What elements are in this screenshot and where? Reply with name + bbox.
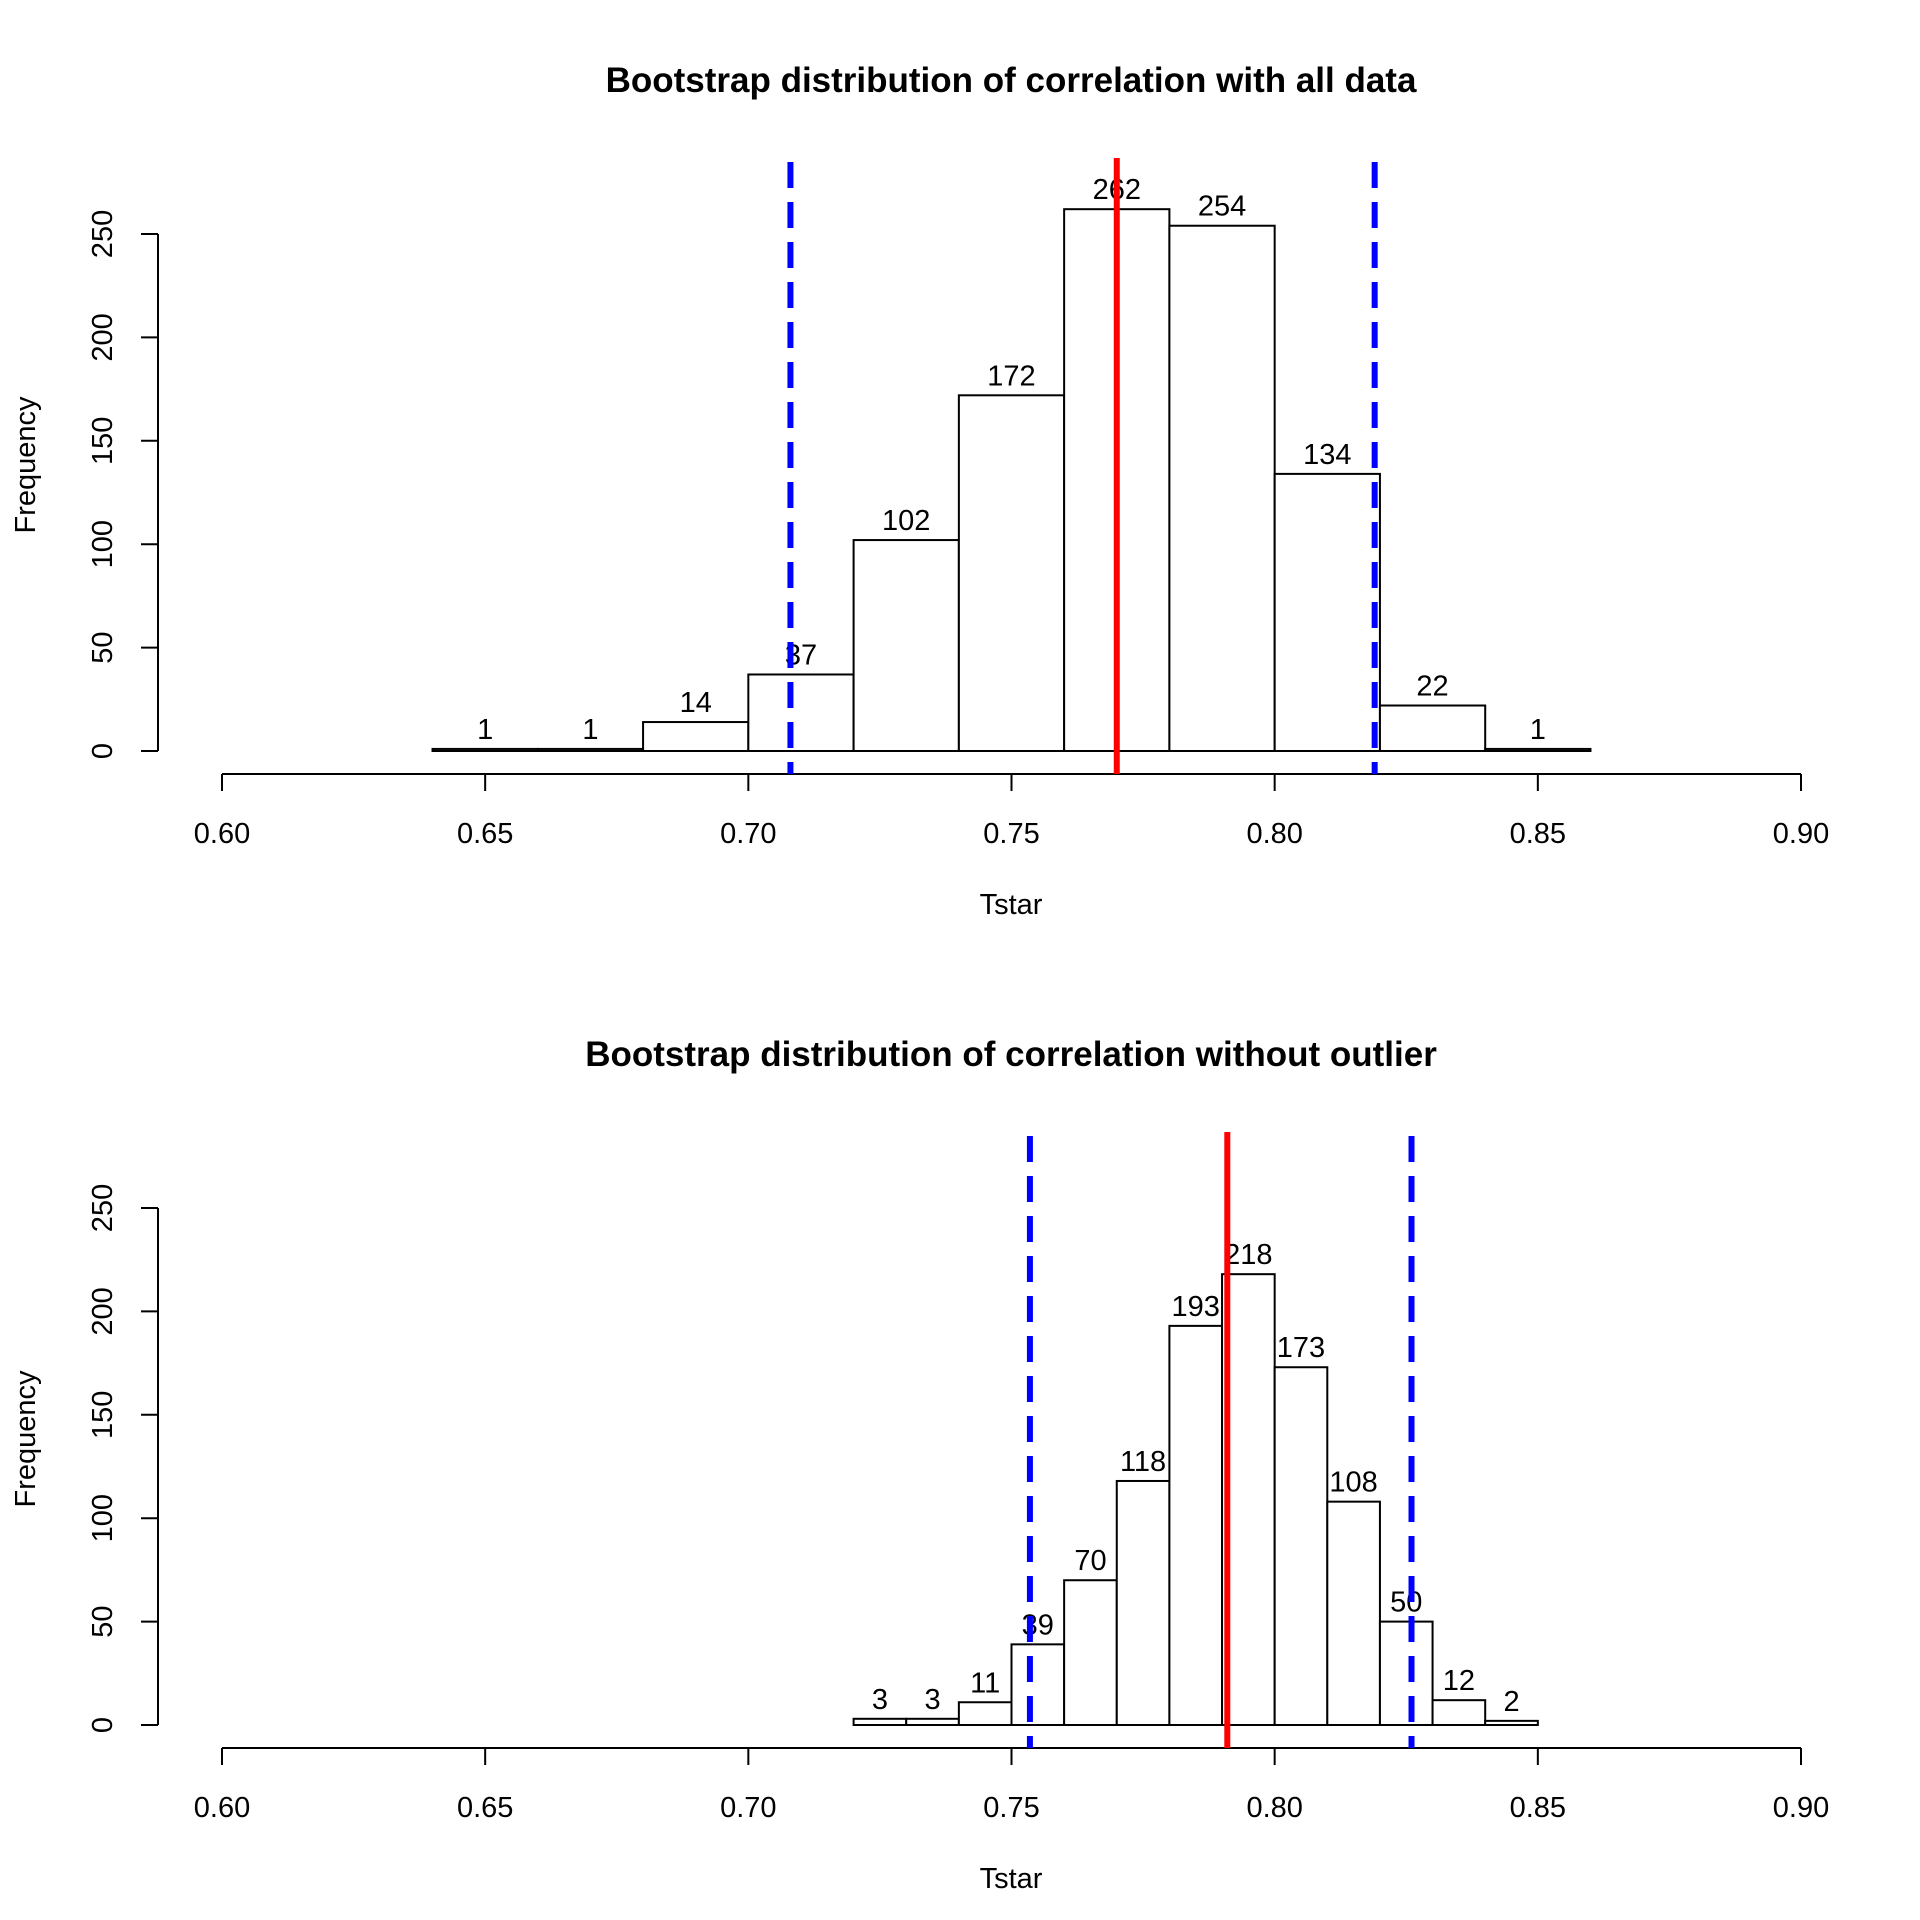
bar-value-label: 11 [970, 1667, 1000, 1699]
bar-value-label: 254 [1198, 191, 1246, 223]
histogram-bar [905, 1717, 960, 1727]
bar-value-label: 70 [1074, 1545, 1106, 1577]
bar-value-label: 1 [582, 714, 598, 746]
histogram-bar [536, 747, 645, 753]
bar-value-label: 102 [882, 505, 930, 537]
x-tick-label: 0.85 [1510, 1792, 1566, 1824]
x-tick-label: 0.75 [983, 818, 1039, 850]
y-tick-label: 250 [87, 210, 119, 258]
bar-value-label: 3 [924, 1684, 940, 1716]
histogram-bar [957, 394, 1066, 752]
y-tick-label: 250 [87, 1184, 119, 1232]
x-tick-label: 0.60 [194, 1792, 250, 1824]
histogram-bar [852, 1717, 908, 1727]
x-tick-label: 0.90 [1773, 1792, 1829, 1824]
x-tick-label: 0.70 [720, 818, 776, 850]
x-tick-label: 0.80 [1246, 1792, 1302, 1824]
y-tick-label: 50 [87, 631, 119, 663]
bar-value-label: 218 [1224, 1239, 1272, 1271]
x-tick-label: 0.65 [457, 818, 513, 850]
x-tick-label: 0.70 [720, 1792, 776, 1824]
bar-value-label: 50 [1390, 1587, 1422, 1619]
bar-group: 111437102172262254134221 [431, 174, 1592, 753]
histogram-bar [431, 747, 539, 753]
y-tick-label: 200 [87, 313, 119, 361]
histogram-bar [747, 673, 855, 753]
reference-lines [787, 158, 1378, 774]
y-tick-label: 50 [87, 1605, 119, 1637]
histogram-bar [1168, 224, 1276, 752]
y-tick-label: 0 [87, 1717, 119, 1733]
histogram-bar [1326, 1500, 1381, 1726]
y-tick-label: 200 [87, 1287, 119, 1335]
x-axis-label: Tstar [980, 1863, 1043, 1895]
histogram-bar [1115, 1479, 1171, 1726]
bar-value-label: 2 [1503, 1686, 1519, 1718]
histogram-bar [642, 721, 750, 752]
histogram-bar [1168, 1324, 1224, 1726]
histogram-bar [1221, 1273, 1276, 1727]
x-tick-label: 0.90 [1773, 818, 1829, 850]
bar-value-label: 118 [1120, 1446, 1166, 1478]
y-tick-label: 100 [87, 520, 119, 568]
bar-value-label: 134 [1303, 439, 1351, 471]
histogram-bar [1063, 1579, 1118, 1726]
chart-title: Bootstrap distribution of correlation wi… [585, 1035, 1437, 1074]
x-axis: 0.60 0.65 0.70 0.75 0.80 0.85 0.90 [194, 773, 1829, 850]
histogram-bar [852, 539, 960, 753]
y-tick-label: 150 [87, 417, 119, 465]
histogram-bar [1378, 704, 1487, 753]
bar-value-label: 1 [1530, 714, 1546, 746]
histogram-bar [1273, 1366, 1329, 1726]
bar-value-label: 173 [1277, 1332, 1325, 1364]
histogram-panel-all-data: Bootstrap distribution of correlation wi… [10, 61, 1829, 921]
bar-value-label: 12 [1443, 1665, 1475, 1697]
histogram-bar [1431, 1699, 1487, 1726]
y-axis-label: Frequency [10, 396, 42, 534]
histogram-bar [1378, 1620, 1434, 1726]
x-tick-label: 0.85 [1510, 818, 1566, 850]
reference-lines [1026, 1132, 1415, 1748]
y-tick-label: 0 [87, 743, 119, 759]
histogram-bar [1010, 1643, 1066, 1727]
bar-value-label: 14 [680, 687, 712, 719]
y-tick-label: 150 [87, 1391, 119, 1439]
x-tick-label: 0.80 [1246, 818, 1302, 850]
histogram-bar [1484, 747, 1592, 753]
y-tick-label: 100 [87, 1494, 119, 1542]
histogram-bar [957, 1701, 1013, 1726]
y-axis: 0 50 100 150 200 250 [87, 1184, 159, 1733]
histogram-bar [1484, 1719, 1539, 1727]
x-axis: 0.60 0.65 0.70 0.75 0.80 0.85 0.90 [194, 1747, 1829, 1824]
y-axis: 0 50 100 150 200 250 [87, 210, 159, 759]
y-axis-label: Frequency [10, 1370, 42, 1508]
bar-value-label: 172 [987, 360, 1035, 392]
histogram-bar [1273, 472, 1381, 752]
chart-title: Bootstrap distribution of correlation wi… [606, 61, 1417, 100]
bar-value-label: 3 [872, 1684, 888, 1716]
x-tick-label: 0.75 [983, 1792, 1039, 1824]
x-tick-label: 0.60 [194, 818, 250, 850]
bar-value-label: 193 [1172, 1291, 1220, 1323]
x-tick-label: 0.65 [457, 1792, 513, 1824]
bar-value-label: 108 [1329, 1467, 1377, 1499]
bar-value-label: 1 [477, 714, 493, 746]
bar-value-label: 22 [1416, 671, 1448, 703]
bar-value-label: 39 [1022, 1609, 1054, 1641]
histogram-panel-without-outlier: Bootstrap distribution of correlation wi… [10, 1035, 1829, 1895]
x-axis-label: Tstar [980, 889, 1043, 921]
